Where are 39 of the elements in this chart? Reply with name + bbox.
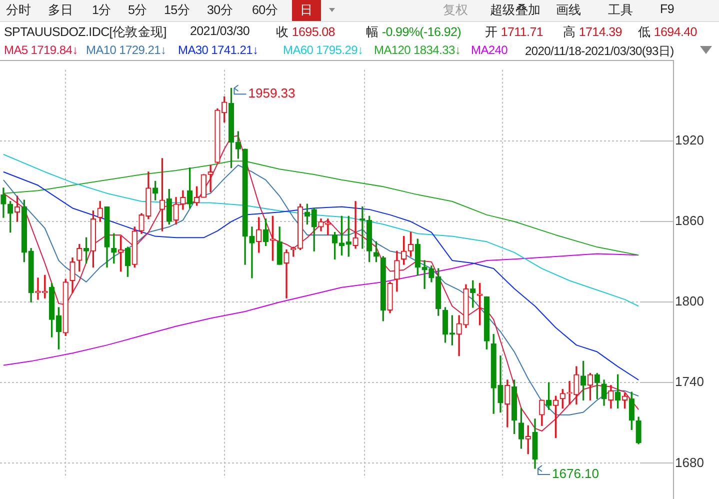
text: 1分 — [92, 2, 112, 19]
y-tick-label: 1740 — [675, 374, 704, 390]
text: 高 1714.39 — [563, 24, 622, 41]
text: MA10 1729.21↓ — [86, 43, 166, 57]
text: 5分 — [128, 2, 148, 19]
text: 超级叠加 — [490, 2, 541, 19]
chart-title: SPTAUUSDOZ.IDC[伦敦金现] — [4, 24, 166, 41]
candlestick — [249, 226, 255, 278]
text: 开 1711.71 — [485, 24, 544, 41]
candlestick — [352, 201, 358, 249]
text: 60分 — [252, 2, 278, 19]
text: 低 1694.40 — [638, 24, 697, 41]
text: MA120 1834.33↓ — [374, 43, 461, 57]
y-tick-label: 1680 — [675, 454, 704, 470]
text: 日 — [292, 0, 321, 21]
text: 15分 — [164, 2, 190, 19]
text: MA30 1741.21↓ — [178, 43, 258, 57]
text: 收 1695.08 — [276, 24, 335, 41]
text: MA240 — [471, 43, 508, 57]
chart-subtitle: 2021/03/30 — [190, 24, 250, 38]
annotation: 1959.33 — [248, 86, 296, 101]
candlestick — [208, 164, 214, 192]
y-tick-label: 1800 — [675, 294, 704, 309]
text: 多日 — [48, 2, 74, 19]
y-tick-label: 1920 — [675, 132, 704, 148]
text: 分时 — [6, 2, 32, 19]
text: 工具 — [608, 2, 634, 19]
text: 画线 — [556, 2, 582, 19]
candlestick — [35, 278, 41, 300]
y-tick-label: 1860 — [675, 213, 704, 228]
text: 复权 — [443, 2, 468, 19]
text: F9 — [660, 2, 674, 16]
annotation: 1676.10 — [552, 466, 599, 482]
text: 幅 -0.99%(-16.92) — [366, 24, 462, 41]
text: 30分 — [207, 2, 234, 19]
text: MA60 1795.29↓ — [283, 43, 364, 57]
candlestick — [284, 249, 290, 298]
text: 2020/11/18-2021/03/30(93日) — [525, 43, 674, 60]
text: MA5 1719.84↓ — [4, 43, 78, 57]
